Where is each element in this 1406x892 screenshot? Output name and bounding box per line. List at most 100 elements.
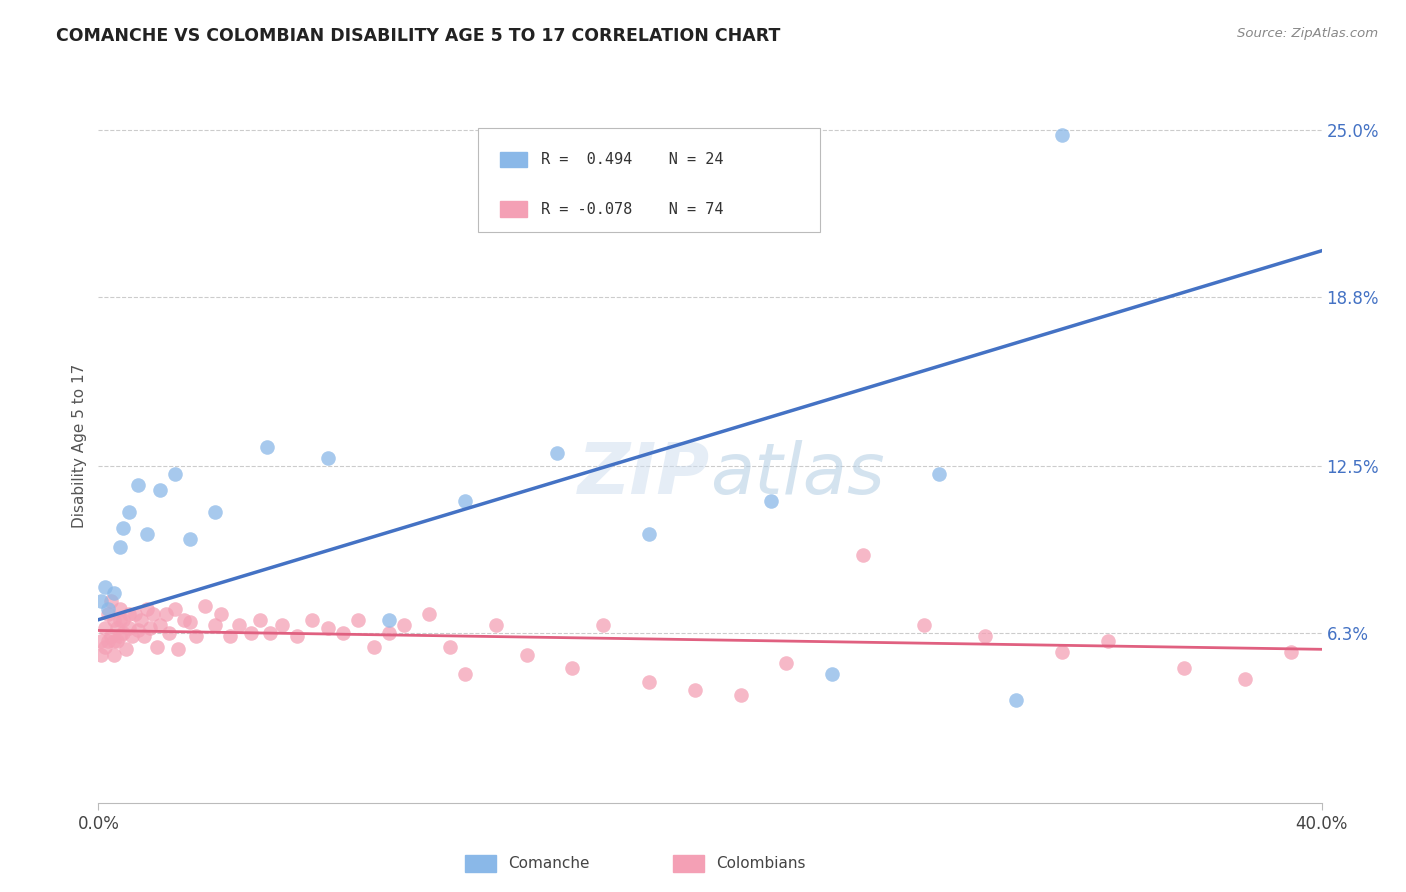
Point xyxy=(108,602,131,616)
Point xyxy=(103,634,125,648)
Point xyxy=(145,640,167,654)
Point xyxy=(730,688,752,702)
Point xyxy=(912,618,935,632)
Point xyxy=(204,505,226,519)
Point xyxy=(97,607,120,622)
Point xyxy=(100,594,122,608)
Point xyxy=(108,540,131,554)
Point xyxy=(301,613,323,627)
Point xyxy=(256,441,278,455)
Point xyxy=(316,451,339,466)
Point xyxy=(149,618,172,632)
Bar xyxy=(465,855,496,872)
Text: Source: ZipAtlas.com: Source: ZipAtlas.com xyxy=(1237,27,1378,40)
Point xyxy=(759,494,782,508)
Point xyxy=(378,626,401,640)
Point xyxy=(108,613,131,627)
Point xyxy=(240,626,263,640)
Point xyxy=(1279,645,1302,659)
Point xyxy=(136,526,159,541)
Point xyxy=(485,618,508,632)
Point xyxy=(204,618,226,632)
Point xyxy=(186,629,208,643)
Point xyxy=(249,613,271,627)
Y-axis label: Disability Age 5 to 17: Disability Age 5 to 17 xyxy=(72,364,87,528)
Point xyxy=(637,526,661,541)
Point xyxy=(105,634,128,648)
Point xyxy=(219,629,242,643)
Point xyxy=(149,483,172,498)
Text: Comanche: Comanche xyxy=(508,856,589,871)
Point xyxy=(418,607,440,622)
Point xyxy=(108,629,131,643)
Text: COMANCHE VS COLOMBIAN DISABILITY AGE 5 TO 17 CORRELATION CHART: COMANCHE VS COLOMBIAN DISABILITY AGE 5 T… xyxy=(56,27,780,45)
Point xyxy=(90,594,112,608)
Bar xyxy=(499,202,527,217)
Point xyxy=(209,607,232,622)
Point xyxy=(637,674,661,689)
Point xyxy=(439,640,461,654)
Point xyxy=(363,640,385,654)
Point xyxy=(454,494,477,508)
Point xyxy=(90,648,112,662)
Point xyxy=(118,607,141,622)
FancyBboxPatch shape xyxy=(478,128,820,232)
Point xyxy=(93,580,115,594)
Point xyxy=(103,586,125,600)
Point xyxy=(392,618,416,632)
Point xyxy=(332,626,354,640)
Point xyxy=(378,613,401,627)
Point xyxy=(1234,672,1257,686)
Text: ZIP: ZIP xyxy=(578,440,710,509)
Point xyxy=(228,618,250,632)
Point xyxy=(136,602,159,616)
Point xyxy=(1173,661,1195,675)
Point xyxy=(167,642,190,657)
Point xyxy=(821,666,844,681)
Point xyxy=(139,621,162,635)
Point xyxy=(97,602,120,616)
Point xyxy=(142,607,165,622)
Point xyxy=(97,634,120,648)
Point xyxy=(1097,634,1119,648)
Point xyxy=(173,613,195,627)
Point xyxy=(118,621,141,635)
Point xyxy=(111,613,134,627)
Point xyxy=(127,624,149,638)
Point xyxy=(285,629,308,643)
Point xyxy=(179,532,201,546)
Point xyxy=(129,613,152,627)
Point xyxy=(259,626,281,640)
Point xyxy=(454,666,477,681)
Point xyxy=(134,629,156,643)
Point xyxy=(561,661,583,675)
Point xyxy=(316,621,339,635)
Point xyxy=(194,599,217,614)
Point xyxy=(118,505,141,519)
Text: R =  0.494    N = 24: R = 0.494 N = 24 xyxy=(541,152,724,167)
Point xyxy=(121,629,143,643)
Point xyxy=(775,656,797,670)
Point xyxy=(1050,645,1073,659)
Point xyxy=(103,613,125,627)
Point xyxy=(155,607,177,622)
Bar xyxy=(499,152,527,168)
Text: R = -0.078    N = 74: R = -0.078 N = 74 xyxy=(541,202,724,217)
Point xyxy=(928,467,950,482)
Point xyxy=(127,478,149,492)
Point xyxy=(974,629,997,643)
Point xyxy=(93,621,115,635)
Point xyxy=(100,629,122,643)
Point xyxy=(103,648,125,662)
Text: atlas: atlas xyxy=(710,440,884,509)
Point xyxy=(163,467,186,482)
Point xyxy=(270,618,292,632)
Point xyxy=(93,640,115,654)
Point xyxy=(90,634,112,648)
Point xyxy=(163,602,186,616)
Point xyxy=(111,626,134,640)
Point xyxy=(124,607,146,622)
Point xyxy=(1050,128,1073,142)
Point xyxy=(105,621,128,635)
Point xyxy=(546,446,568,460)
